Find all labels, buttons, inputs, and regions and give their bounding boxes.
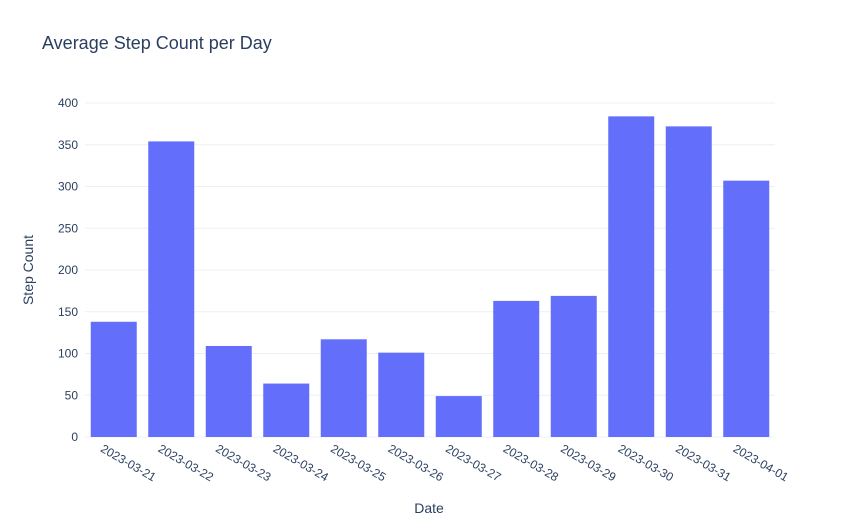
y-tick-label: 0 [71,430,78,444]
bar[interactable] [435,396,482,437]
bar[interactable] [378,352,425,437]
x-tick-label: 2023-03-31 [673,441,733,484]
x-tick-labels: 2023-03-212023-03-222023-03-232023-03-24… [98,441,791,484]
x-tick-label: 2023-03-27 [443,441,503,484]
y-tick-label: 250 [58,221,78,235]
x-axis-title: Date [414,500,444,516]
chart-title: Average Step Count per Day [42,33,272,53]
x-tick-label: 2023-03-21 [98,441,158,484]
y-axis-title: Step Count [20,235,36,305]
x-tick-label: 2023-04-01 [731,441,791,484]
bar[interactable] [320,339,367,437]
x-tick-label: 2023-03-24 [271,441,331,484]
bar[interactable] [493,300,540,437]
bar[interactable] [608,116,655,438]
y-tick-label: 150 [58,305,78,319]
bar[interactable] [550,295,597,437]
x-tick-label: 2023-03-28 [501,441,561,484]
bar[interactable] [263,383,310,437]
x-tick-label: 2023-03-22 [156,441,216,484]
gridlines [85,102,775,438]
x-tick-label: 2023-03-25 [328,441,388,484]
bar[interactable] [148,141,195,437]
y-tick-label: 300 [58,180,78,194]
x-tick-label: 2023-03-29 [558,441,618,484]
bar[interactable] [665,126,712,437]
y-tick-labels: 0 50 100 150 200 250 300 350 400 [58,96,78,444]
bar[interactable] [723,180,770,437]
x-tick-label: 2023-03-26 [386,441,446,484]
x-tick-label: 2023-03-30 [616,441,676,484]
x-tick-label: 2023-03-23 [213,441,273,484]
y-tick-label: 50 [65,388,79,402]
y-tick-label: 100 [58,347,78,361]
y-tick-label: 350 [58,138,78,152]
y-tick-label: 400 [58,96,78,110]
y-tick-label: 200 [58,263,78,277]
bar[interactable] [90,321,137,437]
bars [90,116,770,438]
bar[interactable] [205,345,252,437]
